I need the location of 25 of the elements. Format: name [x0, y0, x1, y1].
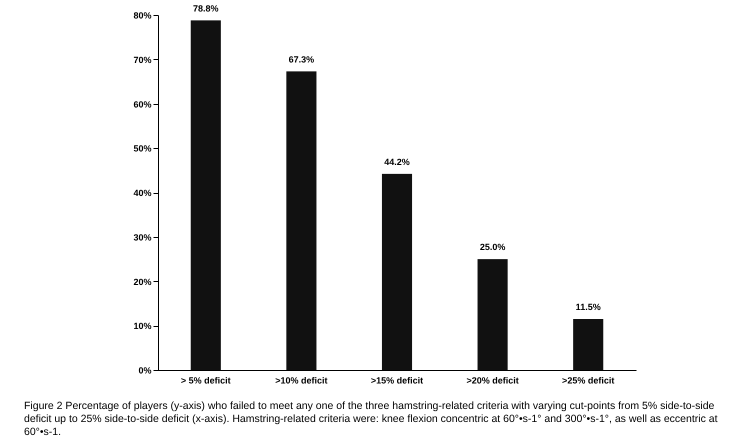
caption: Figure 2 Percentage of players (y-axis) who failed to meet any one of the three hamstring-related criteria with varying cut-points from 5% side-to-side deficit up to 25% side-to-side deficit (x-axis). Hamstring-related criteria were: knee flexion concentric at 60°•s-1° and 300°•s-1°, as well as eccentric at 60°•s-1. — [24, 400, 719, 439]
data-label: 25.0% — [480, 242, 506, 252]
y-tick-label: 60% — [133, 99, 152, 110]
bar — [573, 318, 604, 370]
bar — [286, 71, 316, 370]
y-tick-label: 30% — [133, 232, 152, 242]
x-tick-label: >25% deficit — [562, 376, 614, 386]
y-tick-label: 40% — [133, 188, 152, 198]
y-tick-label: 50% — [133, 144, 152, 154]
data-label: 67.3% — [288, 54, 314, 64]
bar — [190, 20, 221, 370]
x-tick-label: > 5% deficit — [180, 376, 231, 386]
y-tick-label: 70% — [133, 54, 152, 65]
bar — [478, 259, 508, 370]
y-tick-label: 20% — [133, 276, 152, 287]
y-tick-label: 10% — [133, 321, 152, 332]
x-tick-label: >15% deficit — [370, 376, 424, 386]
x-tick-label: >10% deficit — [275, 376, 328, 386]
y-tick-label: 80% — [133, 10, 152, 20]
data-label: 11.5% — [576, 302, 601, 312]
bar — [382, 174, 412, 370]
x-tick-label: >20% deficit — [466, 376, 519, 386]
data-label: 78.8% — [193, 3, 219, 14]
y-tick-label: 0% — [138, 366, 152, 376]
data-label: 44.2% — [384, 156, 410, 167]
